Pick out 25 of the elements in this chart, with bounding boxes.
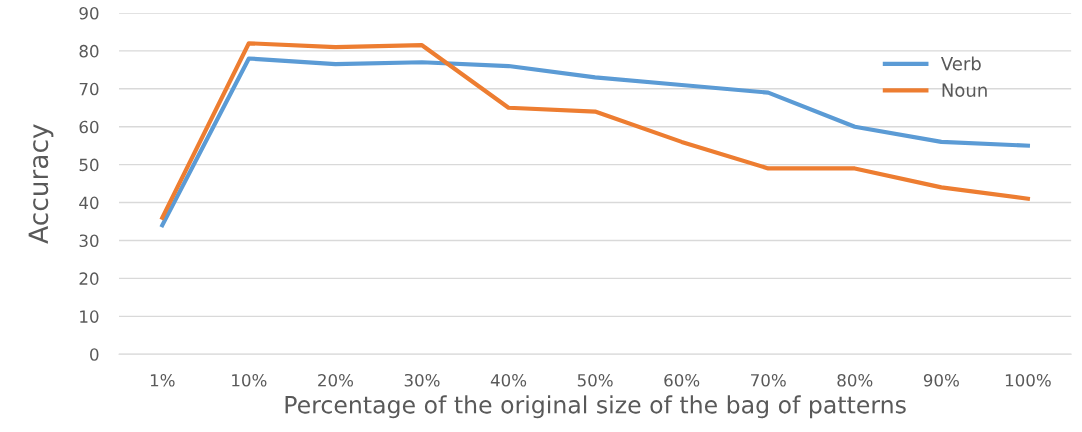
y-tick-label: 90 xyxy=(79,6,99,20)
x-tick-label: 20% xyxy=(318,373,354,387)
y-tick-label: 40 xyxy=(79,196,99,210)
y-tick-label: 80 xyxy=(79,44,99,58)
y-tick-label: 10 xyxy=(80,310,99,323)
y-tick-label: 20 xyxy=(79,272,99,285)
x-tick-label: 100% xyxy=(1005,373,1051,387)
x-tick-label: 50% xyxy=(577,373,613,387)
y-tick-label: 70 xyxy=(79,82,99,96)
x-tick-label: 10% xyxy=(232,373,267,387)
y-tick-label: 30 xyxy=(79,234,99,248)
x-tick-label: 80% xyxy=(837,373,873,387)
x-tick-label: 90% xyxy=(923,373,959,387)
y-tick-label: 60 xyxy=(79,120,99,134)
x-tick-label: 40% xyxy=(490,373,527,387)
y-axis-title: Accuracy xyxy=(28,124,54,244)
y-tick-label: 0 xyxy=(90,348,99,361)
x-tick-label: 70% xyxy=(751,373,786,387)
x-tick-label: 60% xyxy=(664,373,700,387)
legend-label: Noun xyxy=(942,83,987,97)
legend-label: Verb xyxy=(940,56,981,71)
x-tick-label: 30% xyxy=(404,373,440,387)
x-tick-label: 1% xyxy=(150,373,175,387)
y-tick-label: 50 xyxy=(79,158,99,172)
x-axis-title: Percentage of the original size of the bag of patterns xyxy=(285,395,906,419)
